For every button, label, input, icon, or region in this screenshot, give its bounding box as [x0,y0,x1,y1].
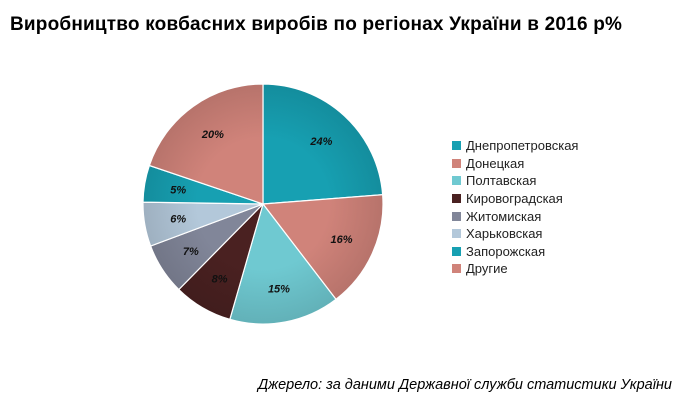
legend-swatch [452,211,461,221]
legend-item: Харьковская [452,225,578,243]
legend-item: Кировоградская [452,190,578,208]
legend-label: Запорожская [466,243,546,259]
slice-data-label: 16% [331,234,353,246]
chart-legend: Днепропетровская Донецкая Полтавская Кирово… [452,137,578,278]
legend-item: Другие [452,260,578,278]
legend-swatch [452,141,461,151]
pie-slice-2 [261,194,384,301]
legend-label: Полтавская [466,173,537,189]
slice-data-label: 20% [201,129,224,141]
legend-swatch [452,194,461,204]
legend-swatch [452,176,461,186]
legend-label: Житомиская [466,208,542,224]
legend-swatch [452,264,461,274]
legend-item: Днепропетровская [452,137,578,155]
legend-item: Житомиская [452,207,578,225]
legend-item: Полтавская [452,172,578,190]
legend-label: Харьковская [466,226,543,242]
pie-slice-8 [148,83,264,205]
pie-slice-1 [262,83,384,205]
slice-data-label: 8% [212,273,228,285]
slice-data-label: 6% [170,214,186,226]
legend-swatch [452,229,461,239]
legend-swatch [452,158,461,168]
legend-label: Кировоградская [466,191,563,207]
slice-data-label: 5% [170,184,186,196]
legend-item: Запорожская [452,243,578,261]
chart-title: Виробництво ковбасних виробів по регіона… [10,14,623,35]
slice-data-label: 24% [309,136,332,148]
pie-slice-3 [229,202,337,325]
source-note: Джерело: за даними Державної служби стат… [257,377,672,393]
legend-item: Донецкая [452,155,578,173]
legend-swatch [452,246,461,256]
slice-data-label: 15% [268,284,290,296]
legend-label: Днепропетровская [466,138,579,154]
slice-data-label: 7% [183,246,199,258]
legend-label: Донецкая [466,155,525,171]
legend-label: Другие [466,261,508,277]
